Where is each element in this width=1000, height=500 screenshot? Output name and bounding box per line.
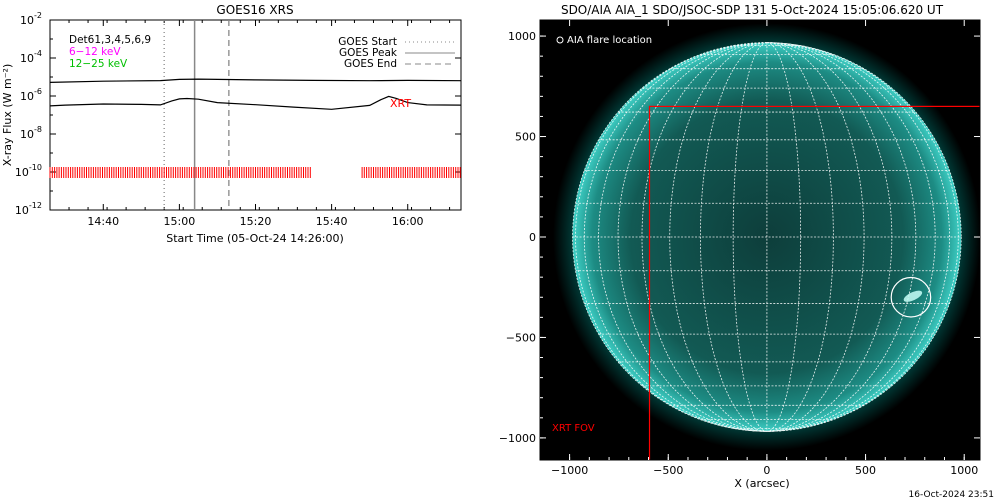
- grid-longitude-line: [700, 42, 767, 432]
- x-tick-label: 16:00: [392, 215, 424, 228]
- aia-x-tick-label: 0: [763, 464, 770, 477]
- grid-longitude-line: [669, 42, 767, 432]
- y-tick-label: 10-4: [20, 49, 42, 65]
- grid-longitude-line: [766, 42, 916, 432]
- aia-axis-ticks: −1000 −500 0 500 1000 1000 500 0 −500 −1000: [500, 20, 980, 477]
- aia-chart-title: SDO/AIA AIA_1 SDO/JSOC-SDP 131 5-Oct-202…: [561, 3, 944, 17]
- goes-legend-right-label: GOES End: [344, 58, 397, 70]
- goes-axis-ticks: 10-2 10-4 10-6 10-8 10-10 10-12 14:40 15:00 15:2…: [15, 11, 461, 228]
- heliographic-grid: [572, 42, 962, 432]
- aia-y-tick-label: 1000: [508, 30, 536, 43]
- grid-longitude-line: [766, 42, 865, 432]
- aia-y-tick-label: 0: [529, 231, 536, 244]
- goes-legend-left-item: Det61,3,4,5,6,9: [69, 34, 151, 46]
- grid-longitude-line: [766, 42, 834, 432]
- footer-timestamp: 16-Oct-2024 23:51: [908, 490, 994, 500]
- grid-longitude-line: [732, 42, 767, 432]
- goes-y-axis-label: X-ray Flux (W m⁻²): [1, 64, 14, 166]
- grid-longitude-line: [766, 42, 936, 432]
- grid-longitude-line: [766, 42, 892, 432]
- xrt-coverage-bars: [49, 167, 461, 178]
- x-tick-label: 14:40: [87, 215, 119, 228]
- aia-x-tick-label: −1000: [551, 464, 588, 477]
- aia-y-tick-label: −500: [506, 331, 536, 344]
- goes-legend-right-label: GOES Peak: [339, 47, 398, 59]
- grid-longitude-line: [584, 42, 767, 432]
- xrt-fov-label: XRT FOV: [552, 423, 595, 434]
- aia-x-tick-label: 500: [855, 464, 876, 477]
- grid-longitude-line: [766, 42, 959, 432]
- goes-chart-title: GOES16 XRS: [216, 3, 293, 17]
- y-tick-label: 10-2: [20, 11, 42, 27]
- x-tick-label: 15:20: [240, 215, 272, 228]
- goes-legend-left-item: 12−25 keV: [69, 58, 128, 70]
- aia-y-tick-label: −1000: [500, 432, 536, 445]
- aia-x-tick-label: 1000: [950, 464, 978, 477]
- aia-image-chart: SDO/AIA AIA_1 SDO/JSOC-SDP 131 5-Oct-202…: [500, 3, 981, 490]
- grid-longitude-line: [575, 42, 767, 432]
- aia-plot-frame: [539, 19, 981, 461]
- goes-series-line-1: [49, 78, 462, 83]
- grid-longitude-line: [766, 42, 950, 432]
- aia-legend-label: AIA flare location: [567, 35, 652, 46]
- goes-series-line-2: [49, 95, 462, 110]
- goes-legend-left-item: 6−12 keV: [69, 46, 121, 58]
- x-tick-label: 15:00: [164, 215, 196, 228]
- grid-longitude-line: [617, 42, 767, 432]
- x-tick-label: 15:40: [316, 215, 348, 228]
- aia-flare-location-marker: [890, 276, 932, 318]
- goes-legend-right-label: GOES Start: [338, 36, 397, 48]
- y-tick-label: 10-12: [15, 201, 42, 217]
- grid-longitude-line: [641, 42, 767, 432]
- grid-longitude-line: [766, 42, 801, 432]
- aia-x-tick-label: −500: [653, 464, 683, 477]
- goes-x-axis-label: Start Time (05-Oct-24 14:26:00): [166, 232, 344, 245]
- y-tick-label: 10-10: [15, 163, 42, 179]
- goes-event-lines: [163, 20, 230, 210]
- aia-y-tick-label: 500: [515, 131, 536, 144]
- y-tick-label: 10-8: [20, 125, 42, 141]
- aia-x-axis-label: X (arcsec): [734, 477, 789, 490]
- grid-longitude-line: [598, 42, 767, 432]
- aia-legend-circle-icon: [556, 36, 564, 44]
- y-tick-label: 10-6: [20, 87, 42, 103]
- goes-series-group: [49, 78, 462, 110]
- flare-bright-region: [903, 290, 923, 302]
- goes-xrs-chart: GOES16 XRS 10-2 10-4 10-6 10-8 10-10 10-12 14:…: [1, 3, 462, 245]
- xrt-fov-box: [648, 105, 980, 460]
- goes-xrt-annotation: XRT: [390, 97, 411, 110]
